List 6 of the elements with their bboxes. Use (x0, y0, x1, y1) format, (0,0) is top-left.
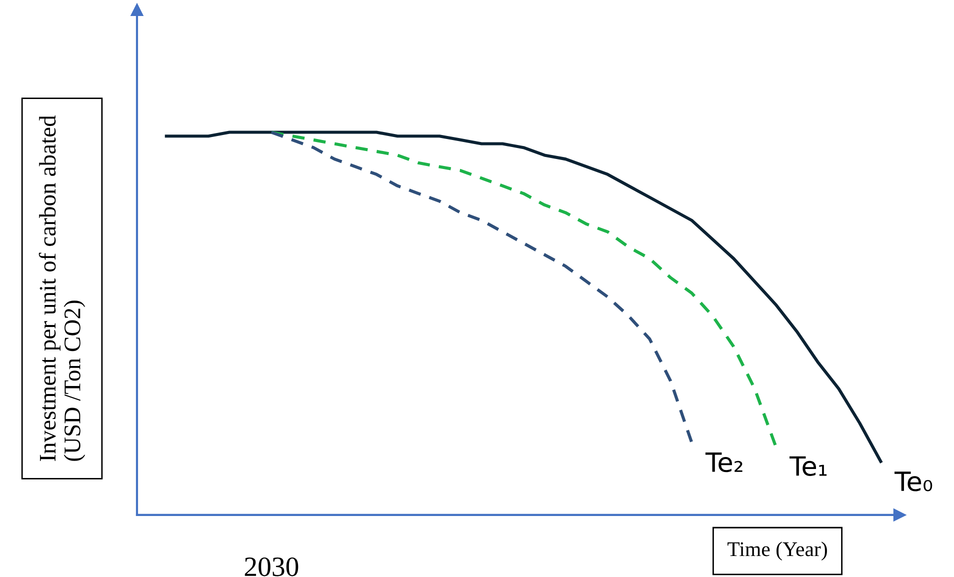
annotation: Te₀ (894, 472, 932, 492)
text: 2030 (244, 557, 298, 576)
annotation: Te₂ (705, 452, 742, 472)
x-axis-title: Time (Year) (728, 542, 827, 560)
y-axis-title: Investment per unit of carbon abated (USD /Ton CO2) (38, 115, 86, 462)
annotation: Te₁ (789, 456, 827, 476)
